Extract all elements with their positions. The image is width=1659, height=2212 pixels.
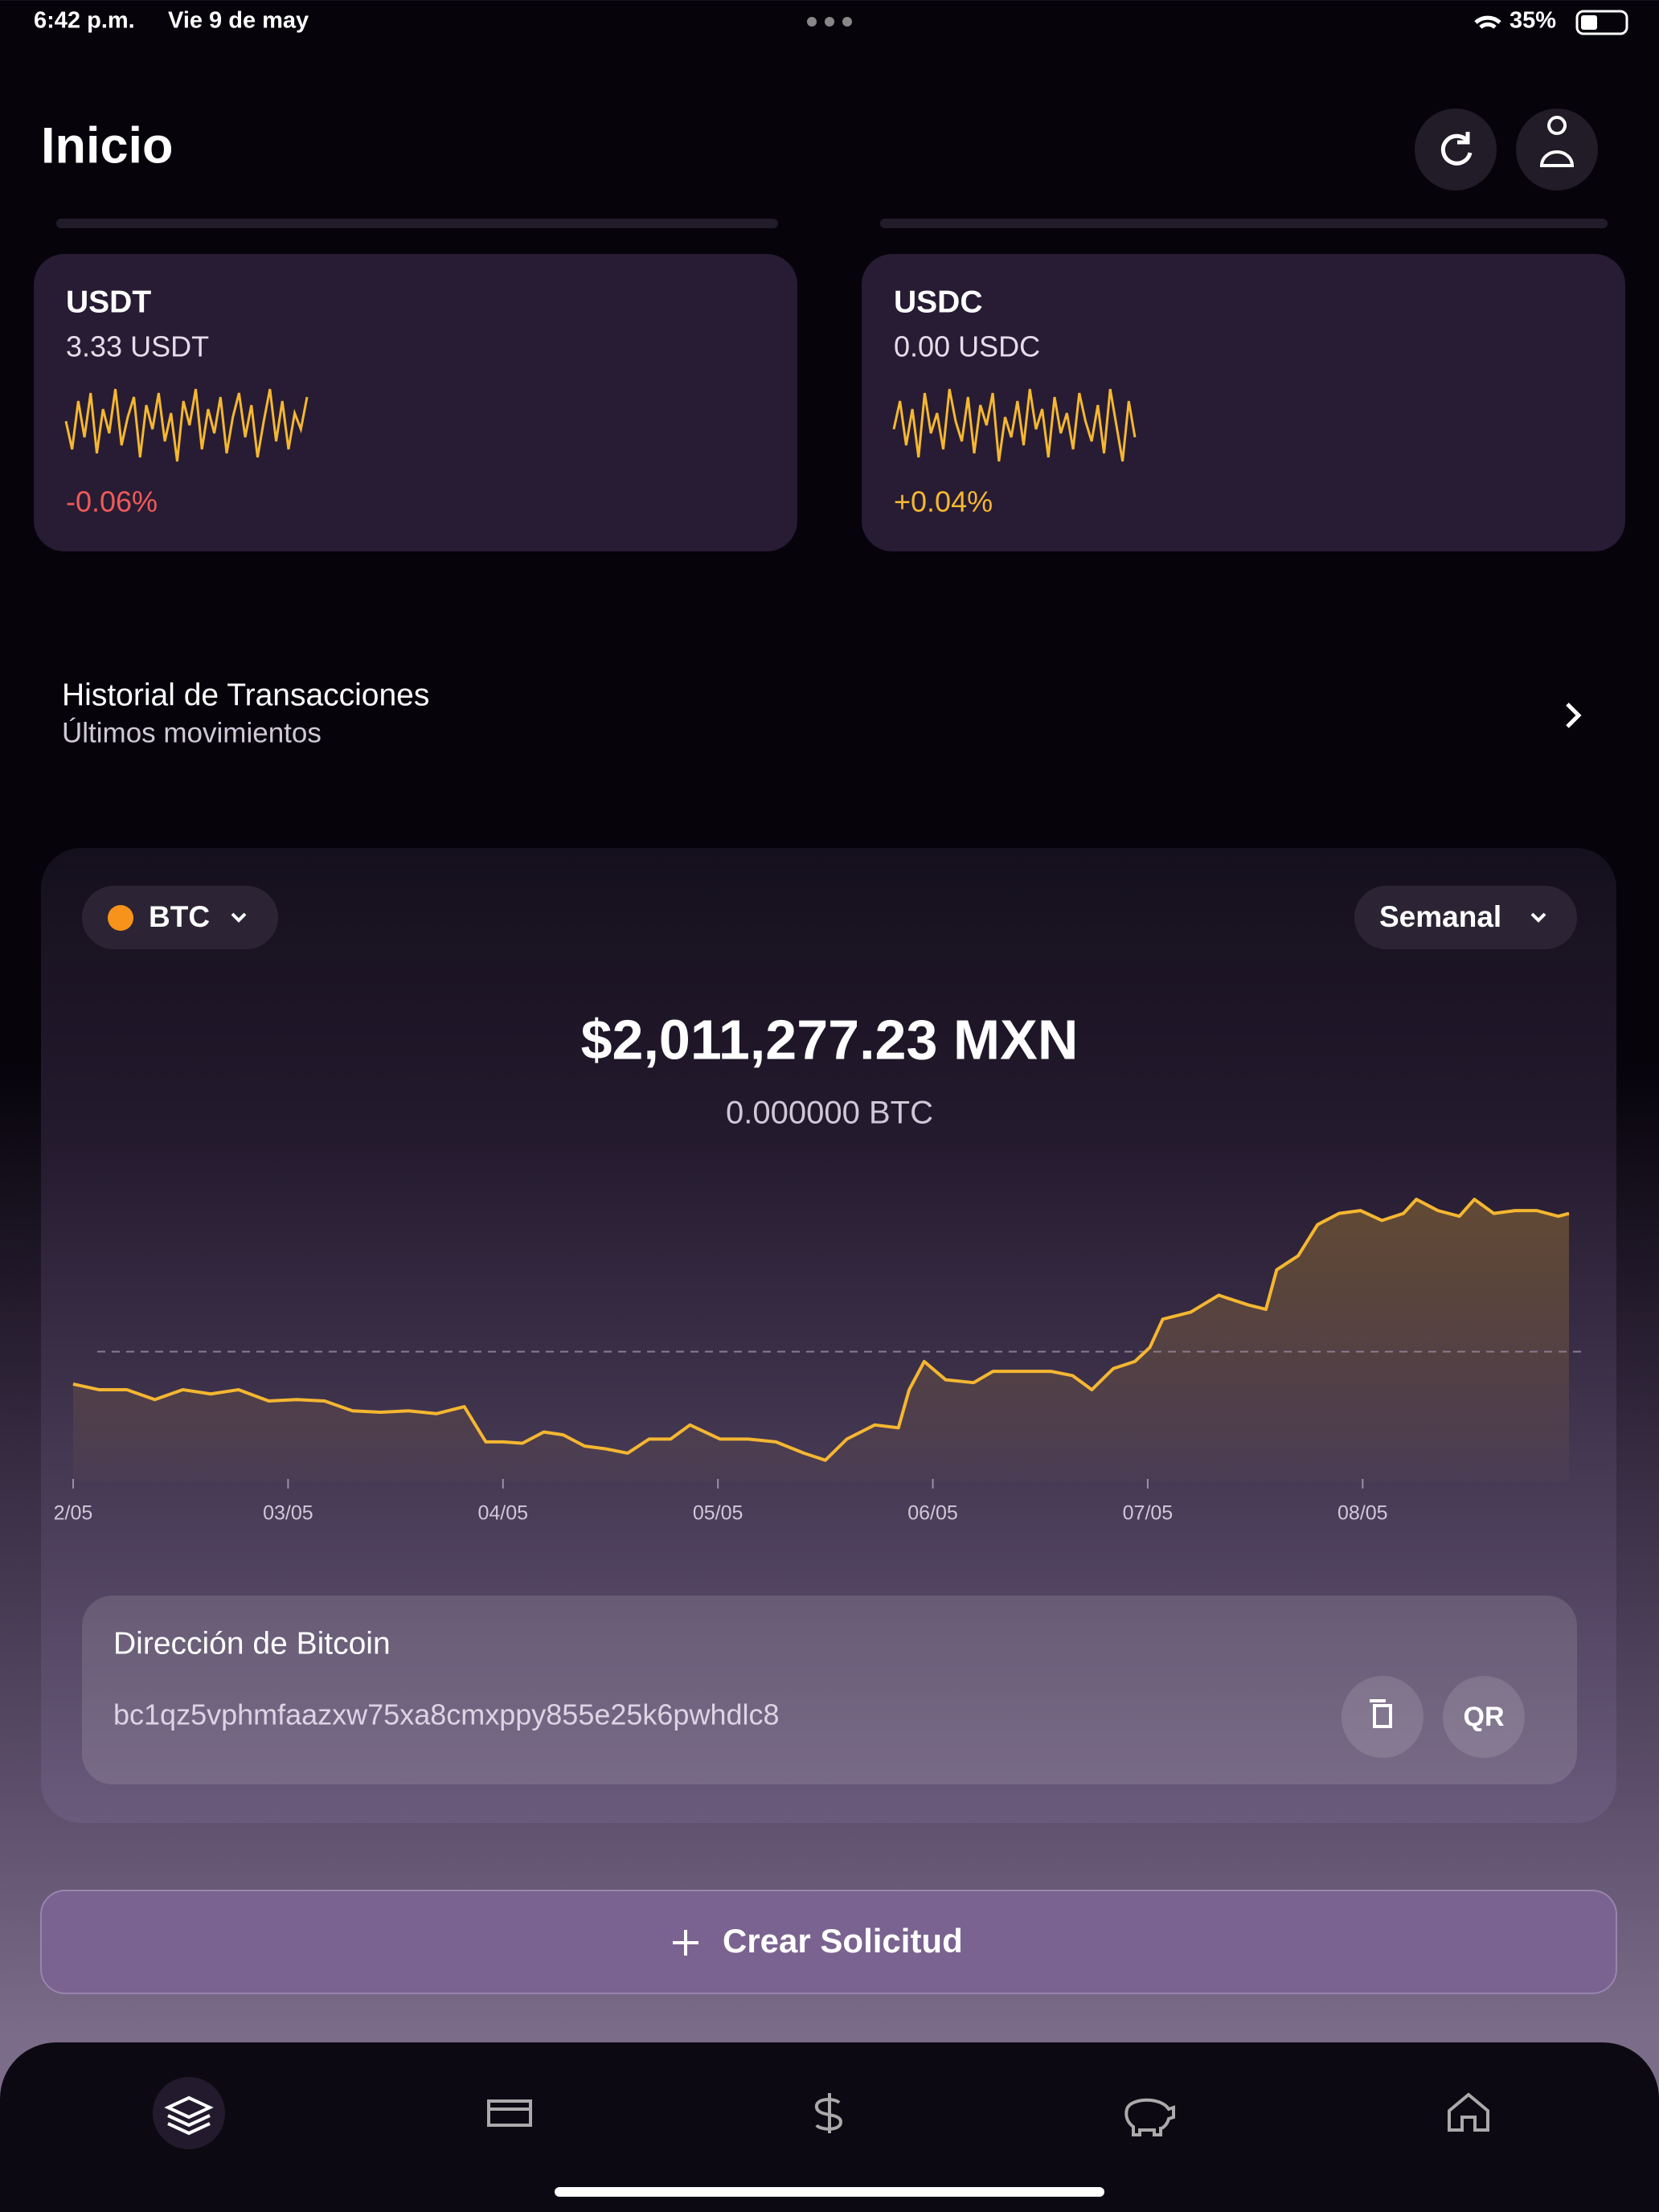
plus-icon	[673, 1930, 698, 1956]
period-label: Semanal	[1379, 900, 1501, 933]
tab-home[interactable]	[1448, 2092, 1489, 2132]
tab-highlight	[153, 2077, 225, 2149]
x-tick-label: 07/05	[1123, 1502, 1174, 1525]
history-title[interactable]: Historial de Transacciones	[62, 678, 429, 712]
create-request-button[interactable]	[40, 1890, 1617, 1994]
card-change: -0.06%	[66, 485, 158, 518]
battery-level	[1581, 15, 1597, 30]
card-title: USDT	[66, 285, 151, 319]
card-change: +0.04%	[894, 485, 993, 518]
history-subtitle: Últimos movimientos	[62, 717, 322, 748]
profile-icon	[1539, 116, 1575, 167]
period-chevron	[1530, 912, 1546, 923]
x-tick-label: 03/05	[263, 1502, 313, 1525]
tab-cards[interactable]	[487, 2099, 532, 2127]
asset-selector[interactable]	[82, 886, 278, 949]
tab-dollar[interactable]	[815, 2093, 843, 2133]
asset-card[interactable]	[34, 254, 797, 551]
refresh-button[interactable]	[1415, 109, 1497, 190]
sparkline	[64, 388, 309, 462]
page-title: Inicio	[41, 118, 174, 174]
btc-panel	[41, 848, 1616, 1823]
sparkline	[892, 388, 1137, 462]
history-chevron[interactable]	[1566, 703, 1582, 728]
asset-label: BTC	[149, 900, 210, 933]
x-tick-label: 06/05	[907, 1502, 958, 1525]
address-card	[82, 1596, 1577, 1784]
card-balance: 3.33 USDT	[66, 330, 209, 363]
btc-price: $2,011,277.23 MXN	[581, 1008, 1079, 1071]
price-line	[72, 1198, 1570, 1462]
address-value: bc1qz5vphmfaazxw75xa8cmxppy855e25k6pwhdl…	[113, 1698, 780, 1731]
status-time: 6:42 p.m.	[34, 8, 135, 34]
asset-chevron	[231, 912, 247, 923]
battery-icon	[1575, 10, 1628, 35]
x-tick-label: 04/05	[477, 1502, 528, 1525]
status-date: Vie 9 de may	[168, 8, 309, 34]
card-peek	[880, 219, 1608, 228]
qr-label: QR	[1464, 1702, 1505, 1732]
chart-area	[73, 1199, 1569, 1481]
refresh-icon	[1440, 132, 1473, 166]
qr-button[interactable]	[1443, 1676, 1525, 1758]
period-selector[interactable]	[1354, 886, 1577, 949]
multitask-dots	[807, 17, 852, 27]
btc-amount: 0.000000 BTC	[726, 1096, 933, 1131]
create-request-label: Crear Solicitud	[723, 1922, 963, 1960]
tab-savings[interactable]	[1124, 2098, 1175, 2136]
btc-icon	[108, 905, 133, 931]
card-title: USDC	[894, 285, 983, 319]
battery-text: 35%	[1509, 8, 1556, 34]
x-tick-label: 2/05	[54, 1502, 93, 1525]
address-title: Dirección de Bitcoin	[113, 1626, 391, 1661]
card-balance: 0.00 USDC	[894, 330, 1040, 363]
copy-button[interactable]	[1342, 1676, 1423, 1758]
copy-icon	[1370, 1699, 1392, 1728]
x-tick-label: 05/05	[693, 1502, 743, 1525]
tab-assets[interactable]	[164, 2095, 214, 2136]
wifi-icon	[1474, 15, 1501, 29]
card-peek	[56, 219, 778, 228]
asset-card[interactable]	[862, 254, 1625, 551]
x-tick-label: 08/05	[1337, 1502, 1388, 1525]
home-indicator	[555, 2187, 1104, 2197]
profile-button[interactable]	[1516, 109, 1598, 190]
